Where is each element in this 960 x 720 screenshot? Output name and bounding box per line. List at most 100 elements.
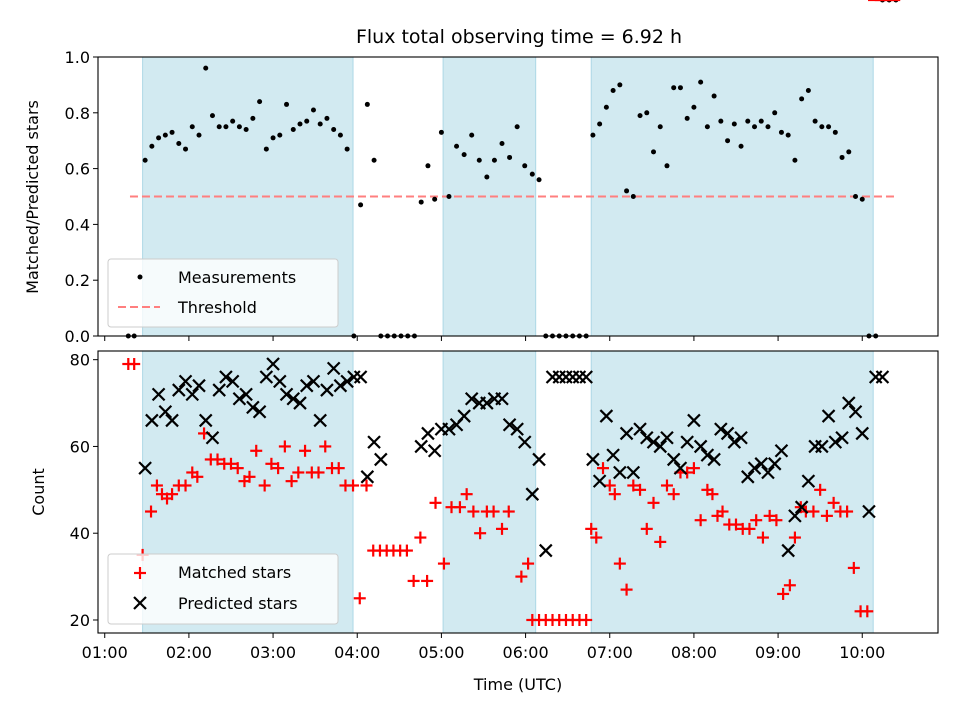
measurement-point	[752, 124, 758, 130]
predicted-star-point	[525, 487, 540, 501]
predicted-star-point	[185, 387, 200, 402]
predicted-star-point	[653, 439, 668, 454]
measurement-point	[270, 135, 276, 141]
predicted-star-point	[687, 413, 701, 428]
measurement-point	[438, 129, 444, 135]
measurement-point	[183, 146, 189, 152]
predicted-star-point	[192, 378, 206, 393]
predicted-star-point	[374, 452, 388, 467]
predicted-star-point	[720, 426, 735, 441]
measurement-point	[418, 199, 424, 205]
measurement-point	[671, 85, 677, 91]
measurement-point	[738, 143, 744, 149]
predicted-star-point	[747, 461, 762, 475]
predicted-star-point	[633, 422, 647, 436]
predicted-star-point	[572, 370, 587, 384]
measurement-point	[610, 87, 616, 93]
predicted-star-point	[673, 461, 688, 475]
predicted-star-point	[299, 378, 314, 393]
matched-star-point	[788, 531, 801, 544]
matched-star-point	[783, 579, 796, 592]
top-x-ticks	[104, 336, 863, 341]
bottom-shaded-interval	[590, 350, 874, 634]
measurement-point	[778, 129, 784, 135]
matched-star-point	[841, 505, 854, 518]
matched-star-point	[250, 444, 263, 457]
measurement-point	[772, 110, 778, 116]
matched-star-point	[756, 531, 769, 544]
measurement-point	[603, 104, 609, 110]
predicted-star-point	[767, 457, 782, 471]
matched-star-point	[421, 574, 434, 587]
measurement-point	[425, 163, 431, 169]
matched-star-point	[347, 479, 360, 492]
measurement-point	[664, 163, 670, 169]
matched-star-point	[777, 587, 790, 600]
predicted-star-point	[848, 404, 863, 419]
bottom-y-tick-label: 20	[70, 611, 90, 630]
legend-measurements-marker	[137, 274, 143, 280]
matched-star-point	[522, 557, 535, 570]
matched-star-point	[660, 479, 673, 492]
legend-predicted-marker	[133, 596, 147, 610]
matched-star-point	[620, 583, 633, 596]
matched-star-point	[150, 479, 163, 492]
matched-star-point	[827, 496, 840, 509]
predicted-star-point	[552, 370, 567, 384]
predicted-star-point	[464, 391, 479, 406]
matched-star-point	[224, 457, 237, 470]
matched-star-point	[763, 509, 776, 522]
x-tick-label: 02:00	[166, 643, 212, 662]
predicted-star-point	[855, 426, 870, 441]
predicted-star-point	[741, 470, 755, 484]
x-tick-label: 04:00	[334, 643, 380, 662]
predicted-star-point	[326, 361, 341, 376]
matched-star-point	[502, 505, 515, 518]
predicted-star-point	[219, 370, 233, 384]
measurement-point	[364, 101, 370, 107]
top-legend: Measurements Threshold	[107, 258, 339, 328]
matched-star-point	[272, 462, 285, 475]
predicted-star-point	[788, 509, 802, 523]
matched-star-point	[706, 488, 719, 501]
matched-star-point	[807, 505, 820, 518]
predicted-star-point	[252, 404, 267, 419]
measurement-point	[799, 96, 805, 102]
top-legend-box	[107, 258, 339, 328]
measurement-point	[250, 115, 256, 121]
matched-star-point	[332, 462, 345, 475]
measurement-point	[290, 127, 296, 133]
predicted-star-point	[178, 374, 193, 389]
matched-star-point	[515, 570, 528, 583]
predicted-star-point	[875, 370, 890, 384]
measurement-points	[125, 0, 899, 339]
measurement-point	[203, 65, 209, 71]
top-axes-frame	[97, 56, 939, 337]
measurement-point	[499, 140, 505, 146]
predicted-star-point	[781, 543, 795, 558]
matched-star-point	[667, 488, 680, 501]
measurement-point	[507, 154, 513, 160]
matched-star-point	[814, 483, 827, 496]
matched-star-point	[597, 462, 610, 475]
matched-star-point	[603, 479, 616, 492]
top-y-tick-label: 0.8	[65, 104, 90, 123]
measurement-point	[476, 157, 482, 163]
measurement-point	[317, 121, 323, 127]
matched-star-point	[145, 505, 158, 518]
x-tick-label: 07:00	[587, 643, 633, 662]
predicted-star-point	[586, 452, 600, 467]
predicted-star-point	[680, 435, 694, 449]
top-panel: 0.0 0.2 0.4 0.6 0.8 1.0 Matched/Predicted sta…	[23, 0, 939, 346]
measurement-point	[792, 157, 798, 163]
predicted-star-point	[353, 370, 368, 384]
measurement-point	[711, 93, 717, 99]
measurement-point	[432, 196, 438, 202]
predicted-star-point	[592, 474, 607, 488]
matched-star-point	[243, 470, 256, 483]
measurement-point	[765, 124, 771, 130]
predicted-star-point	[172, 383, 186, 397]
predicted-star-point	[293, 396, 307, 410]
matched-star-point	[360, 479, 373, 492]
